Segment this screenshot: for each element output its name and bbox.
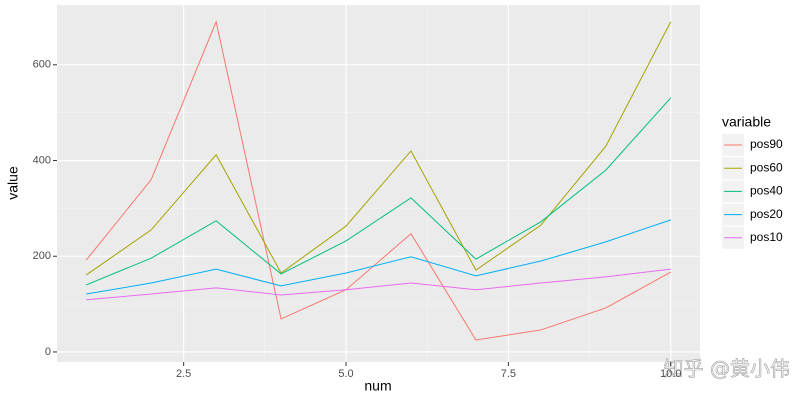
series-line <box>86 97 672 286</box>
x-axis-title: num <box>364 378 391 394</box>
series-line <box>85 20 672 341</box>
series-line <box>86 268 671 301</box>
y-tick-label: 200 <box>33 250 51 262</box>
legend-label: pos10 <box>750 230 783 244</box>
x-tick-label: 7.5 <box>501 368 516 380</box>
x-tick-label: 5.0 <box>338 368 353 380</box>
series-line <box>85 21 672 276</box>
x-tick-label: 10.0 <box>660 368 681 380</box>
watermark: 知乎 @黄小伟 <box>664 357 790 381</box>
y-axis-title: value <box>5 166 21 200</box>
legend-title: variable <box>722 114 771 130</box>
series-line <box>86 219 671 295</box>
y-tick-label: 600 <box>33 59 51 71</box>
y-tick-label: 400 <box>33 154 51 166</box>
y-tick-label: 0 <box>45 346 51 358</box>
legend-label: pos90 <box>750 137 783 151</box>
legend-label: pos20 <box>750 207 783 221</box>
x-tick-label: 2.5 <box>176 368 191 380</box>
legend-label: pos60 <box>750 160 783 174</box>
legend-label: pos40 <box>750 184 783 198</box>
